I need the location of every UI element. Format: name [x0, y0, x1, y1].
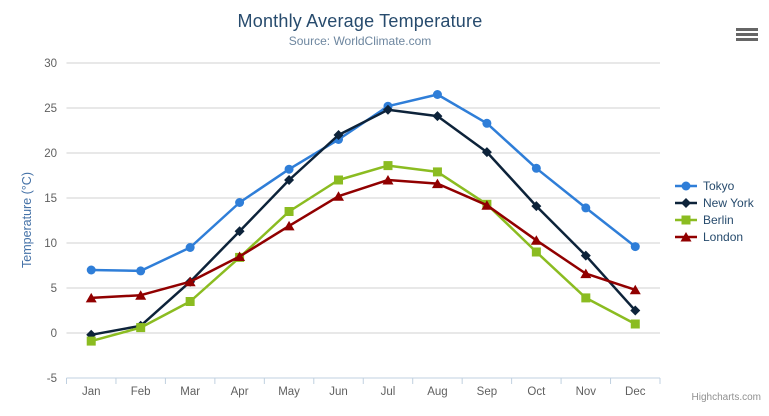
- chart-subtitle: Source: WorldClimate.com: [288, 34, 432, 48]
- data-point-london-jul[interactable]: [382, 175, 394, 185]
- data-point-tokyo-oct[interactable]: [531, 163, 541, 173]
- data-point-london-nov[interactable]: [580, 268, 592, 279]
- x-axis-label-mar: Mar: [180, 386, 200, 398]
- data-point-london-aug[interactable]: [431, 178, 443, 189]
- data-point-berlin-jun[interactable]: [334, 175, 344, 185]
- data-point-berlin-oct[interactable]: [531, 247, 541, 257]
- data-point-new-york-jul[interactable]: [382, 104, 393, 115]
- data-point-berlin-jul[interactable]: [383, 161, 393, 171]
- data-point-london-jan[interactable]: [85, 292, 97, 303]
- data-point-new-york-aug[interactable]: [432, 111, 443, 122]
- y-axis-label: 15: [44, 193, 57, 205]
- data-point-berlin-mar[interactable]: [185, 297, 195, 306]
- data-point-berlin-dec[interactable]: [630, 319, 640, 329]
- data-point-tokyo-may[interactable]: [284, 164, 294, 174]
- chart-title: Monthly Average Temperature: [237, 11, 483, 31]
- y-axis-title: Temperature (°C): [20, 172, 34, 268]
- data-point-tokyo-sep[interactable]: [482, 118, 492, 128]
- y-axis-label: 20: [44, 148, 57, 160]
- x-axis-label-jul: Jul: [381, 386, 396, 398]
- series-line-new-york: [89, 108, 637, 337]
- data-point-berlin-feb[interactable]: [136, 323, 146, 333]
- data-point-tokyo-feb[interactable]: [136, 266, 146, 276]
- data-point-tokyo-jan[interactable]: [86, 265, 96, 275]
- legend-label-london: London: [703, 229, 744, 244]
- data-point-london-mar[interactable]: [184, 276, 196, 287]
- y-axis-label: 30: [44, 58, 57, 70]
- data-point-berlin-aug[interactable]: [432, 167, 442, 177]
- y-axis-label: 0: [51, 328, 57, 340]
- data-point-berlin-nov[interactable]: [581, 293, 591, 303]
- data-point-tokyo-dec[interactable]: [630, 242, 640, 252]
- data-point-new-york-sep[interactable]: [481, 147, 492, 158]
- legend-label-new-york: New York: [703, 195, 754, 210]
- legend-item-new-york[interactable]: New York: [674, 194, 754, 211]
- legend-item-london[interactable]: London: [674, 228, 754, 245]
- legend-label-tokyo: Tokyo: [703, 178, 735, 193]
- data-point-tokyo-nov[interactable]: [581, 203, 591, 213]
- legend-item-berlin[interactable]: Berlin: [674, 211, 754, 228]
- x-axis-label-apr: Apr: [231, 386, 249, 398]
- y-axis-label: 10: [44, 238, 57, 250]
- x-axis-label-nov: Nov: [576, 386, 597, 398]
- x-axis-label-jun: Jun: [329, 386, 348, 398]
- x-axis-label-dec: Dec: [625, 386, 646, 398]
- data-point-new-york-dec[interactable]: [630, 305, 641, 316]
- legend-marker-diamond-icon: [675, 197, 697, 208]
- y-axis-label: 25: [44, 103, 57, 115]
- x-axis-label-may: May: [278, 386, 300, 398]
- legend-marker-square-icon: [675, 215, 697, 224]
- x-axis-label-aug: Aug: [427, 386, 447, 398]
- data-point-london-jun[interactable]: [333, 191, 345, 201]
- data-point-berlin-jan[interactable]: [86, 336, 96, 346]
- hamburger-menu-icon[interactable]: [736, 28, 758, 41]
- legend-item-tokyo[interactable]: Tokyo: [674, 177, 754, 194]
- legend: Tokyo New York Berlin London: [674, 177, 754, 245]
- legend-label-berlin: Berlin: [703, 212, 734, 227]
- data-point-london-dec[interactable]: [629, 284, 641, 295]
- menu-bar: [736, 33, 758, 36]
- legend-marker-triangle-icon: [675, 231, 697, 241]
- data-point-tokyo-mar[interactable]: [185, 243, 195, 252]
- data-point-new-york-jun[interactable]: [333, 130, 344, 140]
- menu-bar: [736, 38, 758, 41]
- data-point-london-may[interactable]: [283, 220, 295, 231]
- highcharts-credit-link[interactable]: Highcharts.com: [691, 392, 761, 403]
- data-point-london-apr[interactable]: [234, 251, 246, 262]
- x-axis-label-oct: Oct: [527, 386, 546, 398]
- data-point-new-york-nov[interactable]: [580, 250, 591, 261]
- x-axis-label-sep: Sep: [477, 386, 497, 398]
- data-point-london-sep[interactable]: [481, 200, 493, 210]
- legend-marker-circle-icon: [675, 181, 697, 190]
- x-axis-label-feb: Feb: [131, 386, 151, 398]
- y-axis-label: -5: [47, 373, 57, 385]
- series-line-tokyo: [89, 93, 637, 273]
- series-line-london: [89, 178, 637, 300]
- series-line-berlin: [89, 164, 637, 343]
- menu-bar: [736, 28, 758, 31]
- y-axis-label: 5: [51, 283, 57, 295]
- data-point-new-york-apr[interactable]: [234, 226, 245, 237]
- data-point-london-oct[interactable]: [530, 235, 542, 245]
- data-point-new-york-may[interactable]: [284, 175, 295, 185]
- data-point-new-york-oct[interactable]: [531, 201, 542, 212]
- data-point-tokyo-apr[interactable]: [235, 198, 245, 207]
- x-axis-label-jan: Jan: [82, 386, 101, 398]
- data-point-london-feb[interactable]: [135, 290, 147, 300]
- data-point-berlin-may[interactable]: [284, 207, 294, 216]
- data-point-tokyo-aug[interactable]: [432, 90, 442, 99]
